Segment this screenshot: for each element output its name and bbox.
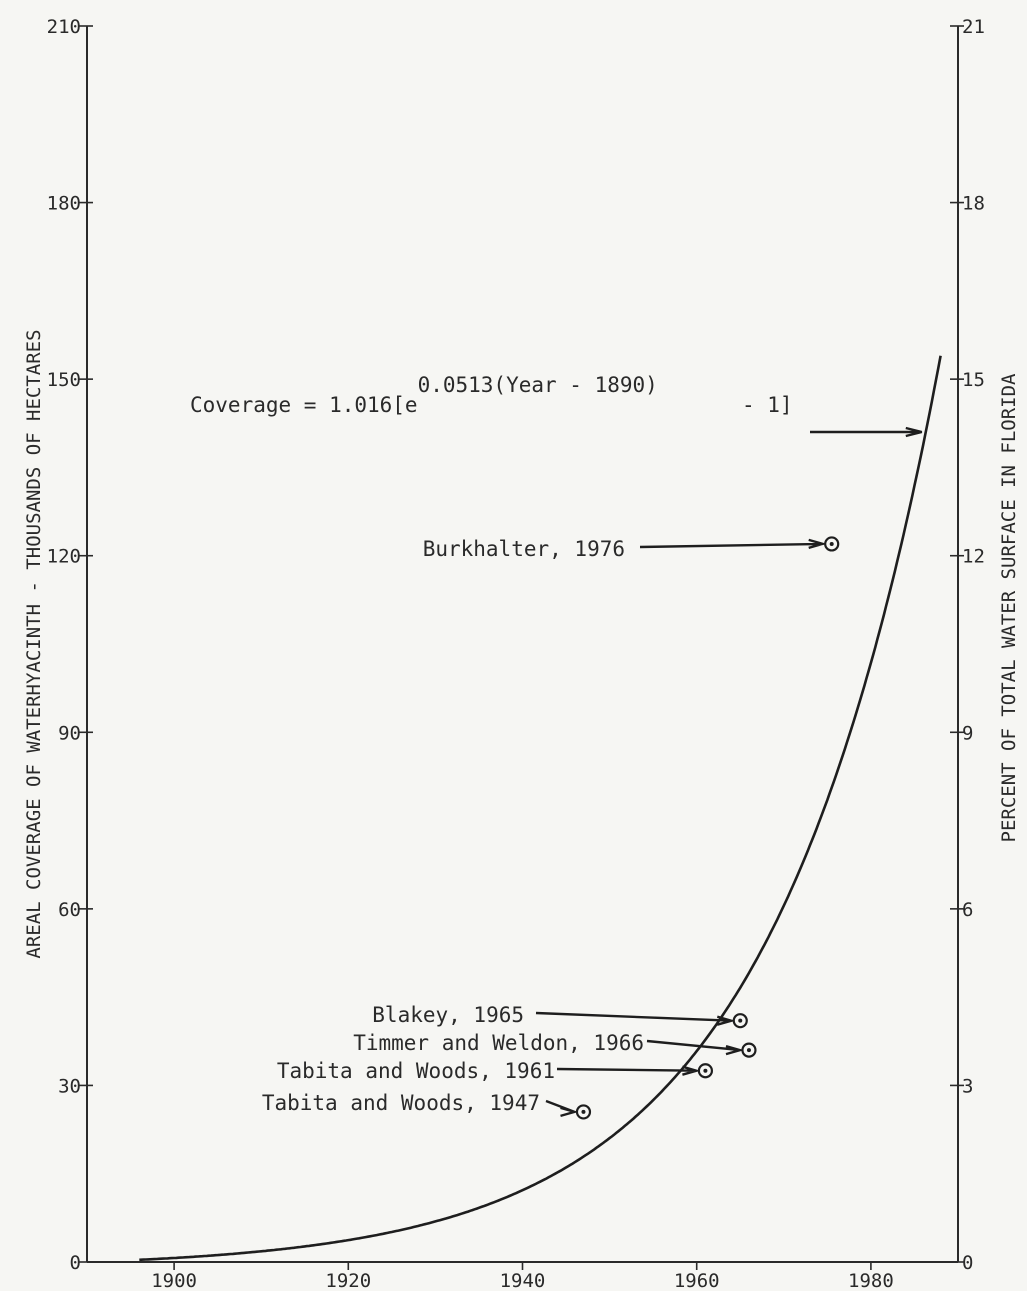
data-point-arrow [647, 1041, 740, 1054]
y-tick-label-right: 9 [962, 722, 973, 744]
equation-prefix: Coverage = 1.016[e [190, 393, 418, 417]
x-tick-label: 1940 [500, 1270, 546, 1291]
y-tick-label-right: 0 [962, 1252, 973, 1274]
y-tick-label-left: 210 [47, 16, 81, 38]
equation-suffix: - 1] [742, 393, 793, 417]
data-point-label: Burkhalter, 1976 [423, 537, 625, 561]
y-tick-label-left: 180 [47, 193, 81, 215]
y-tick-label-left: 0 [70, 1252, 81, 1274]
equation-label: Coverage = 1.016[e0.0513(Year - 1890) - 1… [190, 373, 793, 417]
y-tick-label-right: 21 [962, 16, 985, 38]
y-tick-label-left: 150 [47, 369, 81, 391]
data-point-label: Tabita and Woods, 1947 [262, 1091, 540, 1115]
y-axis-label-right: PERCENT OF TOTAL WATER SURFACE IN FLORID… [998, 373, 1020, 843]
data-point-label: Blakey, 1965 [372, 1003, 524, 1027]
data-point-arrow [557, 1067, 696, 1075]
data-point-center [830, 542, 834, 546]
data-point-center [738, 1019, 742, 1023]
y-axis-label-left: AREAL COVERAGE OF WATERHYACINTH - THOUSA… [23, 329, 45, 958]
data-point-arrow [536, 1013, 731, 1025]
data-point-center [747, 1048, 751, 1052]
data-point-group: Blakey, 1965 [372, 1003, 746, 1027]
x-tick-label: 1900 [151, 1270, 197, 1291]
y-tick-label-right: 15 [962, 369, 985, 391]
equation-arrow [810, 428, 922, 436]
data-point-arrow [546, 1101, 575, 1116]
data-point-arrow [640, 540, 823, 548]
x-tick-label: 1980 [848, 1270, 894, 1291]
data-point-label: Tabita and Woods, 1961 [277, 1059, 555, 1083]
y-tick-label-right: 6 [962, 899, 973, 921]
data-point-center [581, 1110, 585, 1114]
data-points: Burkhalter, 1976 Blakey, 1965 Timmer and W… [262, 537, 838, 1118]
y-tick-label-right: 18 [962, 193, 985, 215]
x-tick-label: 1960 [674, 1270, 720, 1291]
x-tick-label: 1920 [325, 1270, 371, 1291]
y-tick-label-left: 60 [58, 899, 81, 921]
y-tick-label-right: 3 [962, 1075, 973, 1097]
data-point-group: Burkhalter, 1976 [423, 537, 839, 561]
series [139, 356, 940, 1260]
equation-exponent: 0.0513(Year - 1890) [418, 373, 658, 397]
y-tick-label-right: 12 [962, 546, 985, 568]
data-point-center [703, 1069, 707, 1073]
y-tick-label-left: 120 [47, 546, 81, 568]
data-point-label: Timmer and Weldon, 1966 [353, 1031, 644, 1055]
data-point-group: Tabita and Woods, 1947 [262, 1091, 590, 1118]
coverage-curve [139, 356, 940, 1260]
data-point-group: Tabita and Woods, 1961 [277, 1059, 712, 1083]
y-tick-label-left: 90 [58, 722, 81, 744]
y-tick-label-left: 30 [58, 1075, 81, 1097]
equation-annotation: Coverage = 1.016[e0.0513(Year - 1890) - 1… [190, 373, 922, 436]
